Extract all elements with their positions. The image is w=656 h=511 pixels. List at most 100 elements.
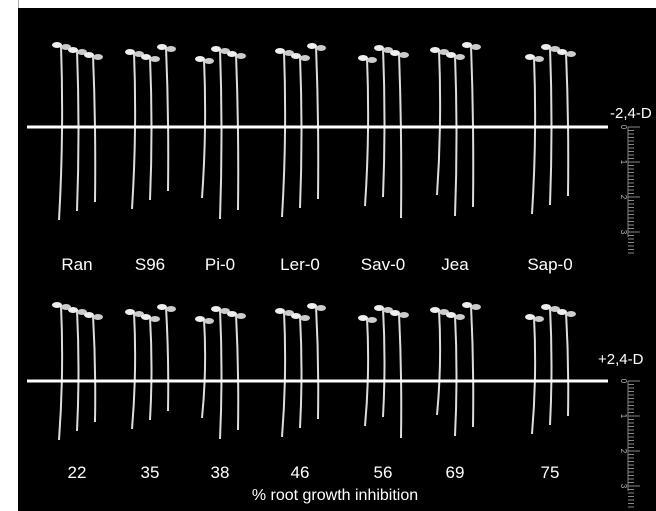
seedling-leaf [399,312,409,318]
seedling-leaf [61,304,71,310]
seedling-root [201,318,207,419]
seedling-leaf [557,309,567,315]
label: Sap-0 [527,255,572,274]
seedling-leaf [300,315,310,321]
seedling-leaf [525,54,535,60]
seedling-root [149,316,153,421]
seedling-leaf [204,318,214,324]
seedling-leaf [471,44,481,50]
seedling-root [76,49,80,212]
seedling-leaf [195,316,205,322]
seedling-root [454,54,458,217]
label: Sav-0 [361,255,405,274]
seedling-leaf [383,307,393,313]
label: 69 [446,463,465,482]
seedling-leaf [534,56,544,62]
seedling-root [131,51,137,210]
seedling-root [131,311,137,430]
seedling-root [531,56,537,215]
seedling-leaf [291,53,301,59]
seedling-leaf [204,58,214,64]
seedling-leaf [77,309,87,315]
seedling-leaf [236,313,246,319]
seedling-leaf [195,56,205,62]
seedling-root [315,305,320,420]
seedling-leaf [374,45,384,51]
seedling-leaf [566,51,576,57]
seedling-leaf [358,315,368,321]
seedling-leaf [316,45,326,51]
seedling-leaf [455,314,465,320]
seedling-leaf [52,302,62,308]
seedling-leaf [150,316,160,322]
seedling-root [549,306,553,426]
margin [0,0,18,511]
seedling-leaf [566,311,576,317]
label: Ler-0 [280,255,320,274]
label: 38 [211,463,230,482]
seedling-leaf [390,310,400,316]
seedling-root [565,311,570,417]
seedling-leaf [93,54,103,60]
seedling-leaf [399,52,409,58]
seedling-root [470,304,475,428]
seedling-leaf [275,48,285,54]
seedling-leaf [541,44,551,50]
footer: % root growth inhibition [252,487,418,504]
seedling-root [565,51,570,197]
seedling-root [315,45,320,200]
seedling-leaf [150,56,160,62]
ruler-label: 0 [619,125,628,130]
seedling-leaf [462,302,472,308]
seedling-leaf [211,46,221,52]
seedling-leaf [125,49,135,55]
seedling-leaf [284,50,294,56]
seedling-root [219,48,223,220]
seedling-leaf [84,312,94,318]
seedling-leaf [358,55,368,61]
seedling-leaf [68,307,78,313]
seedling-leaf [157,304,167,310]
seedling-root [235,53,240,211]
seedling-leaf [525,314,535,320]
seedling-leaf [220,308,230,314]
label: Pi-0 [205,255,235,274]
seedling-leaf [227,51,237,57]
seedling-root [382,47,386,198]
seedling-leaf [52,42,62,48]
seedling-leaf [61,44,71,50]
seedling-leaf [157,44,167,50]
seedling-leaf [211,306,221,312]
label: 22 [68,463,87,482]
seedling-root [281,310,287,438]
seedling-leaf [284,310,294,316]
seedling-leaf [300,55,310,61]
seedling-leaf [291,313,301,319]
seedling-root [364,57,370,207]
seedling-leaf [439,309,449,315]
seedling-root [436,309,442,416]
seedling-root [398,312,403,439]
seedling-leaf [275,308,285,314]
ruler-label: 2 [619,195,628,200]
seedling-root [58,44,64,221]
seedling-leaf [166,306,176,312]
seedling-leaf [374,305,384,311]
ruler-label: 3 [619,484,628,489]
seedling-leaf [166,46,176,52]
seedling-leaf [316,305,326,311]
label: 75 [541,463,560,482]
ruler-label: 2 [619,449,628,454]
label: Jea [441,255,469,274]
seedling-root [382,307,386,418]
seedling-leaf [125,309,135,315]
ruler-label: 1 [619,414,628,419]
seedling-leaf [307,303,317,309]
seedling-root [235,313,240,431]
seedling-leaf [446,312,456,318]
seedling-leaf [68,47,78,53]
seedling-root [219,308,223,440]
seedling-leaf [383,47,393,53]
seedling-leaf [550,306,560,312]
